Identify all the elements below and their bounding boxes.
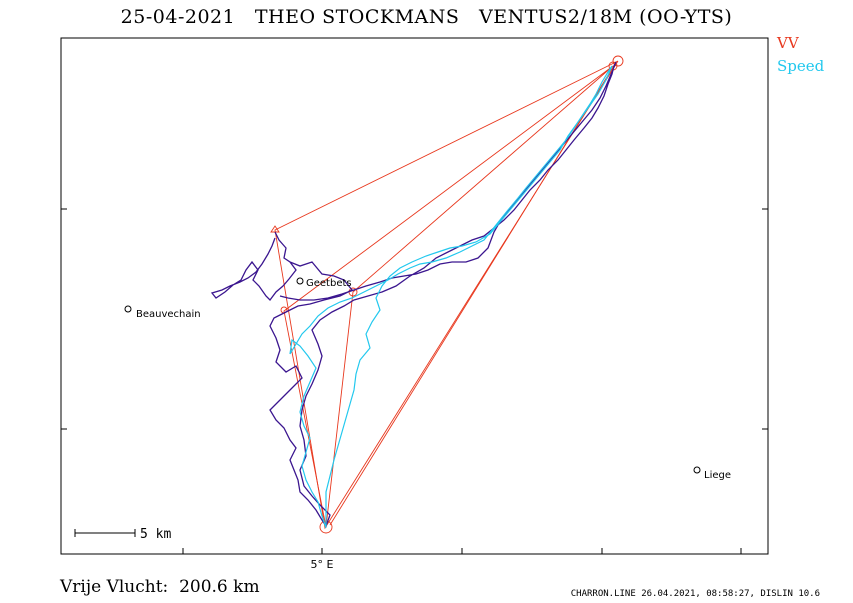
legend-speed: Speed [777, 57, 825, 75]
flight-track-altitude [210, 61, 617, 528]
place-liege: Liege [693, 466, 731, 481]
turnpoint-ne [612, 55, 624, 67]
map-frame [60, 37, 769, 555]
svg-text:Liege: Liege [704, 470, 731, 481]
place-beauvechain: Beauvechain [124, 305, 201, 320]
leg-triangle-outer [274, 60, 619, 530]
software-credits: CHARRON.LINE 26.04.2021, 08:58:27, DISLI… [570, 589, 820, 599]
x-tick-label: 5° E [311, 558, 334, 571]
place-geetbets: Geetbets [296, 277, 352, 289]
flight-legs [270, 55, 624, 534]
svg-text:Beauvechain: Beauvechain [136, 309, 201, 320]
svg-text:Geetbets: Geetbets [306, 278, 352, 289]
scale-bar: 5 km [74, 527, 171, 542]
map-title: 25-04-2021 THEO STOCKMANS VENTUS2/18M (O… [120, 6, 733, 28]
axis-ticks [61, 208, 768, 554]
legend-vv: VV [777, 34, 799, 52]
scale-label: 5 km [140, 527, 171, 542]
leg-return [329, 63, 616, 526]
free-flight-distance: Vrije Vlucht: 200.6 km [60, 577, 260, 597]
flight-track-speed [289, 65, 613, 529]
